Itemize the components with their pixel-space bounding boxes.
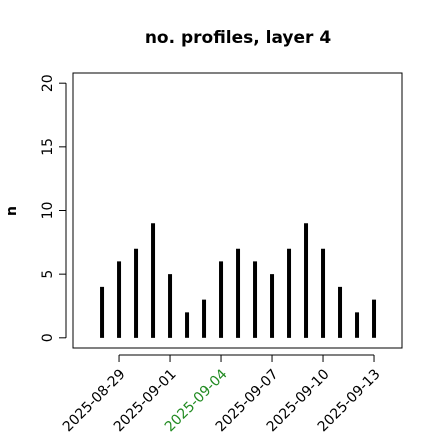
y-axis-label: n xyxy=(4,206,20,216)
chart-title: no. profiles, layer 4 xyxy=(145,28,332,48)
y-tick-label: 20 xyxy=(40,74,56,92)
y-tick-label: 5 xyxy=(40,270,56,279)
y-tick-label: 15 xyxy=(40,138,56,156)
y-tick-label: 0 xyxy=(40,333,56,342)
plot-box xyxy=(72,72,403,349)
y-tick-label: 10 xyxy=(40,202,56,220)
